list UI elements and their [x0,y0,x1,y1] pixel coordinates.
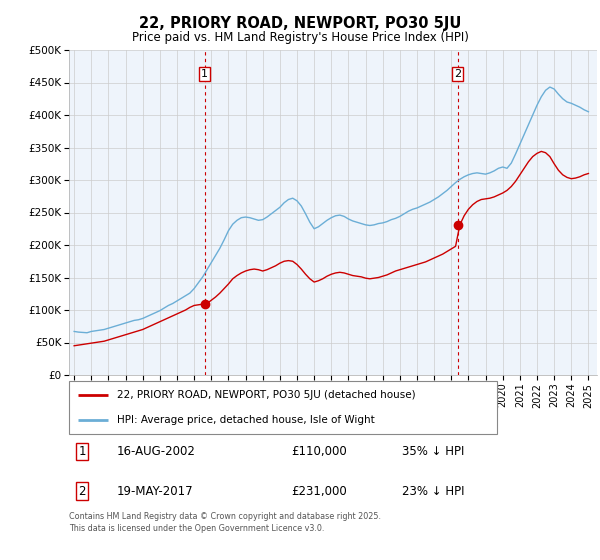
Text: 22, PRIORY ROAD, NEWPORT, PO30 5JU (detached house): 22, PRIORY ROAD, NEWPORT, PO30 5JU (deta… [116,390,415,400]
Text: 16-AUG-2002: 16-AUG-2002 [116,445,196,458]
Text: 19-MAY-2017: 19-MAY-2017 [116,485,193,498]
Text: Contains HM Land Registry data © Crown copyright and database right 2025.
This d: Contains HM Land Registry data © Crown c… [69,512,381,533]
FancyBboxPatch shape [69,381,497,434]
Text: 2: 2 [454,69,461,80]
Text: 23% ↓ HPI: 23% ↓ HPI [401,485,464,498]
Text: 22, PRIORY ROAD, NEWPORT, PO30 5JU: 22, PRIORY ROAD, NEWPORT, PO30 5JU [139,16,461,31]
Text: £110,000: £110,000 [291,445,347,458]
Text: 35% ↓ HPI: 35% ↓ HPI [401,445,464,458]
Text: HPI: Average price, detached house, Isle of Wight: HPI: Average price, detached house, Isle… [116,414,374,424]
Text: 1: 1 [201,69,208,80]
Text: 1: 1 [79,445,86,458]
Text: 2: 2 [79,485,86,498]
Text: Price paid vs. HM Land Registry's House Price Index (HPI): Price paid vs. HM Land Registry's House … [131,31,469,44]
Text: £231,000: £231,000 [291,485,347,498]
